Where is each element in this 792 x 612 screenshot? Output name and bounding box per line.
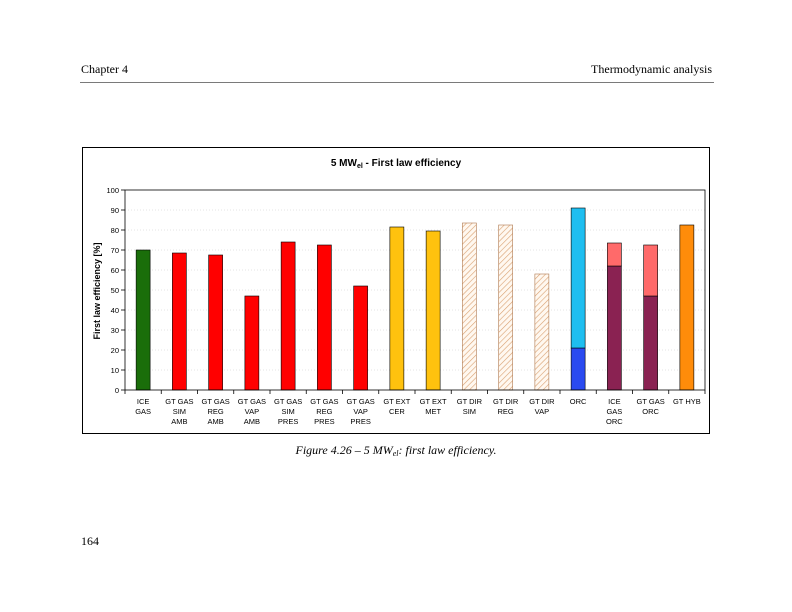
bar-top <box>570 207 586 349</box>
y-tick-label: 30 <box>111 326 119 335</box>
y-tick-label: 80 <box>111 226 119 235</box>
category-label: PRES <box>350 417 370 426</box>
bar-base <box>607 265 622 391</box>
bar-chart: 5 MWel - First law efficiency First law … <box>92 158 706 426</box>
bar <box>353 285 368 391</box>
category-label: REG <box>316 407 332 416</box>
category-label: CER <box>389 407 405 416</box>
y-tick-label: 90 <box>111 206 119 215</box>
category-label: GAS <box>606 407 622 416</box>
category-label: PRES <box>278 417 298 426</box>
category-label: AMB <box>244 417 260 426</box>
category-label: GT HYB <box>673 397 701 406</box>
bar <box>425 230 441 391</box>
category-label: SIM <box>281 407 294 416</box>
category-label: GT DIR <box>457 397 483 406</box>
header-rule <box>80 82 714 83</box>
y-tick-label: 60 <box>111 266 119 275</box>
bar <box>679 224 695 391</box>
bar <box>498 224 513 391</box>
category-label: GT GAS <box>238 397 266 406</box>
axes: 0 10 20 30 40 50 60 70 80 90 100 <box>106 186 706 395</box>
y-tick-label: 0 <box>115 386 119 395</box>
category-label: AMB <box>207 417 223 426</box>
category-label: GT GAS <box>347 397 375 406</box>
category-label: REG <box>207 407 223 416</box>
category-label: MET <box>425 407 441 416</box>
y-tick-label: 50 <box>111 286 119 295</box>
category-label: GT DIR <box>493 397 519 406</box>
bars <box>135 207 695 391</box>
category-label: GT GAS <box>274 397 302 406</box>
y-axis-label: First law efficiency [%] <box>92 242 102 339</box>
y-tick-label: 40 <box>111 306 119 315</box>
category-label: ICE <box>137 397 150 406</box>
category-label: ORC <box>570 397 587 406</box>
category-label: VAP <box>535 407 549 416</box>
category-label: SIM <box>463 407 476 416</box>
category-label: GT DIR <box>529 397 555 406</box>
y-tick-label: 20 <box>111 346 119 355</box>
category-label: GT EXT <box>383 397 410 406</box>
y-tick-label: 70 <box>111 246 119 255</box>
bar-base <box>570 347 586 391</box>
chapter-header: Chapter 4 <box>81 62 128 76</box>
bar <box>244 295 260 391</box>
bar <box>135 249 151 391</box>
y-tick-label: 100 <box>106 186 119 195</box>
category-label: PRES <box>314 417 334 426</box>
page-number: 164 <box>81 534 99 548</box>
bar <box>534 273 550 391</box>
bar <box>208 254 223 391</box>
category-label: REG <box>497 407 513 416</box>
chart-title: 5 MWel - First law efficiency <box>331 158 462 170</box>
category-label: VAP <box>245 407 259 416</box>
category-label: ORC <box>642 407 659 416</box>
category-label: GT GAS <box>637 397 665 406</box>
category-label: GT GAS <box>310 397 338 406</box>
category-label: AMB <box>171 417 187 426</box>
bar <box>172 252 187 391</box>
section-header: Thermodynamic analysis <box>591 62 712 76</box>
category-label: GT GAS <box>165 397 193 406</box>
bar <box>317 244 332 391</box>
category-label: ORC <box>606 417 623 426</box>
y-tick-label: 10 <box>111 366 119 375</box>
category-label: SIM <box>173 407 186 416</box>
bar <box>389 226 405 391</box>
category-label: ICE <box>608 397 621 406</box>
bar <box>462 222 477 391</box>
figure-frame: 5 MWel - First law efficiency First law … <box>82 147 710 434</box>
bar-top <box>607 242 622 267</box>
bar-top <box>643 244 658 297</box>
category-label: GT GAS <box>202 397 230 406</box>
bar <box>280 241 296 391</box>
category-label: VAP <box>353 407 367 416</box>
bar-base <box>643 295 658 391</box>
figure-caption: Figure 4.26 – 5 MWel: first law efficien… <box>295 443 497 458</box>
category-label: GAS <box>135 407 151 416</box>
category-label: GT EXT <box>420 397 447 406</box>
